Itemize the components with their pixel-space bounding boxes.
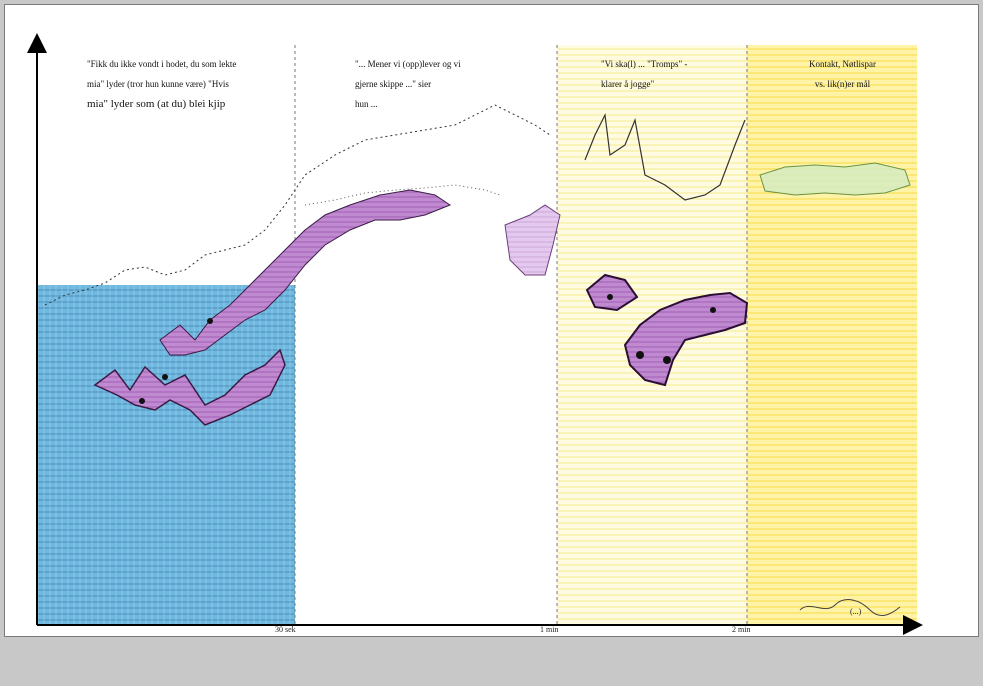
bottom-gray-bar (0, 638, 983, 686)
phase-1-line-2: mia" lyder (tror hun kunne være) "Hvis (87, 79, 229, 89)
x-axis-arrow-icon (903, 615, 923, 635)
phase-3-line-1: "Vi ska(l) ... "Tromps" - (601, 59, 688, 69)
marker-dot (139, 398, 145, 404)
diagram-canvas (27, 33, 923, 635)
pencil-trail-3 (304, 184, 501, 206)
marker-dot (663, 356, 671, 364)
phase-2-line-1: "... Mener vi (opp)lever og vi (355, 59, 461, 69)
pencil-trail-2 (584, 112, 746, 201)
phase-2-annotation: "... Mener vi (opp)lever og vi gjerne sk… (355, 49, 535, 119)
phase-1-line-3: mia" lyder som (at du) blei kjip (87, 98, 226, 110)
purple-band-1 (93, 348, 286, 426)
phase-1-annotation: "Fikk du ikke vondt i hodet, du som lekt… (87, 49, 277, 119)
phase-3-annotation: "Vi ska(l) ... "Tromps" - klarer å jogge… (601, 49, 731, 99)
x-tick-label: 2 min (732, 625, 751, 634)
marker-dot (607, 294, 613, 300)
legend-scribble-text: (...) (850, 607, 862, 616)
marker-dot (636, 351, 644, 359)
purple-band-2 (159, 189, 452, 356)
bottom-right-scribble (799, 599, 901, 617)
figure-frame: "Fikk du ikke vondt i hodet, du som lekt… (4, 4, 979, 637)
purple-band-5 (623, 291, 749, 387)
y-axis-arrow-icon (27, 33, 47, 53)
green-band (759, 162, 911, 196)
phase-1-line-1: "Fikk du ikke vondt i hodet, du som lekt… (87, 59, 237, 69)
marker-dot (710, 307, 716, 313)
phase-4-annotation: Kontakt, Nøtlispar vs. lik(n)er mål (775, 49, 910, 99)
phase-4-line-1: Kontakt, Nøtlispar (809, 59, 876, 69)
x-tick-label: 1 min (540, 625, 559, 634)
marker-dot (162, 374, 168, 380)
marker-dot (207, 318, 213, 324)
phase-3-line-2: klarer å jogge" (601, 79, 655, 89)
x-tick-label: 30 sek (275, 625, 296, 634)
phase-2-line-2: gjerne skippe ..." sier (355, 79, 432, 89)
phase-4-area (747, 45, 917, 625)
purple-band-3 (504, 204, 561, 276)
purple-band-4 (585, 273, 639, 312)
phase-4-line-2: vs. lik(n)er mål (814, 79, 871, 89)
pencil-trail-1 (44, 104, 551, 306)
phase-2-line-3: hun ... (355, 99, 378, 109)
